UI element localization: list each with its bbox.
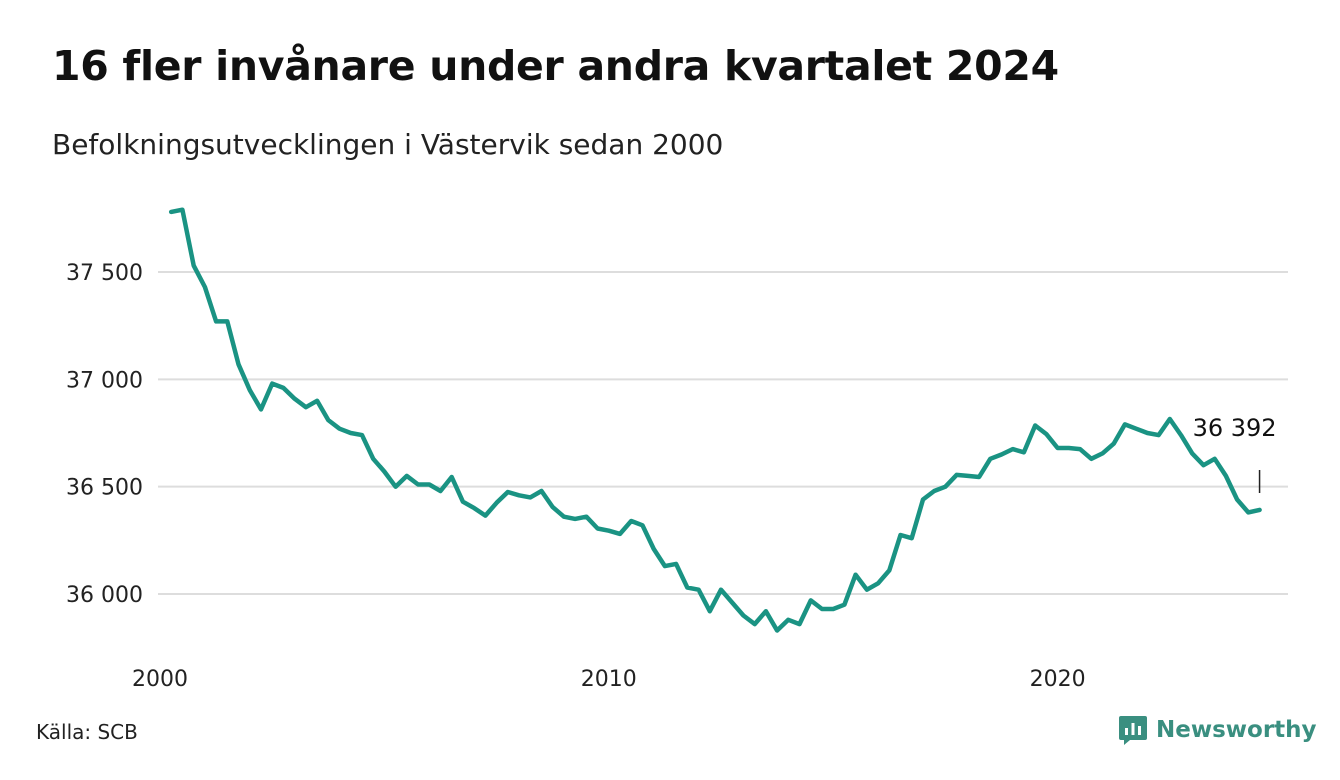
newsworthy-logo-icon xyxy=(1119,716,1147,745)
end-value-label: 36 392 xyxy=(1193,414,1277,442)
y-axis-ticks: 36 000 36 500 37 000 37 500 xyxy=(66,261,143,608)
end-annotation: 36 392 xyxy=(1193,414,1277,493)
source-note: Källa: SCB xyxy=(36,720,138,744)
x-tick-label: 2020 xyxy=(1030,667,1086,692)
chart-title: 16 fler invånare under andra kvartalet 2… xyxy=(52,42,1059,90)
x-axis-ticks: 2000 2010 2020 xyxy=(132,667,1086,692)
y-tick-label: 37 000 xyxy=(66,368,143,393)
series-group xyxy=(168,207,1262,633)
chart-subtitle: Befolkningsutvecklingen i Västervik seda… xyxy=(52,128,724,161)
x-tick-label: 2010 xyxy=(581,667,637,692)
brand-name: Newsworthy xyxy=(1156,717,1317,743)
y-tick-label: 36 000 xyxy=(66,583,143,608)
brand-logo: Newsworthy xyxy=(1118,714,1317,746)
series-line xyxy=(168,207,1262,633)
y-tick-label: 37 500 xyxy=(66,261,143,286)
x-tick-label: 2000 xyxy=(132,667,188,692)
y-tick-label: 36 500 xyxy=(66,476,143,501)
